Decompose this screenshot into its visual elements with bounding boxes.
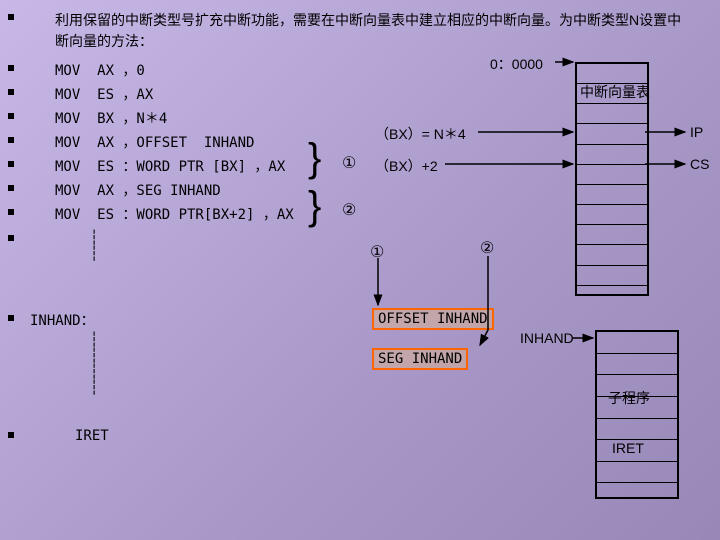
seg-inhand-box: SEG INHAND — [372, 348, 468, 370]
circ-1: ① — [342, 153, 356, 173]
bullet — [8, 161, 14, 167]
code-l5: MOV ES ：WORD PTR [BX] ，AX — [55, 156, 285, 176]
code-l7: MOV ES ：WORD PTR[BX+2] ，AX — [55, 204, 294, 224]
circ-2b: ② — [480, 238, 494, 258]
inhand-label: INHAND： — [30, 310, 95, 330]
code-dots: ┆ — [90, 380, 98, 396]
subroutine-table — [595, 330, 679, 499]
inhand-right: INHAND — [520, 330, 574, 346]
vector-table — [575, 62, 649, 296]
code-dots: ┆ — [90, 364, 98, 380]
bullet — [8, 185, 14, 191]
addr-0: 0：0000 — [490, 54, 543, 74]
code-dots: ┆ — [90, 246, 98, 262]
brace-2: } — [308, 186, 321, 226]
circ-2: ② — [342, 200, 356, 220]
bullet — [8, 209, 14, 215]
bullet — [8, 65, 14, 71]
bx-n4: （BX）= N＊4 — [375, 124, 466, 144]
code-dots: ┆ — [90, 230, 98, 246]
circ-1b: ① — [370, 242, 384, 262]
bullet — [8, 432, 14, 438]
code-l2: MOV ES ，AX — [55, 84, 153, 104]
cs-label: CS — [690, 156, 709, 172]
bullet — [8, 235, 14, 241]
code-dots: ┆ — [90, 332, 98, 348]
code-l1: MOV AX ，0 — [55, 60, 145, 80]
bullet — [8, 113, 14, 119]
brace-1: } — [308, 138, 321, 178]
code-l4: MOV AX ，OFFSET INHAND — [55, 132, 254, 152]
code-l3: MOV BX ，N＊4 — [55, 108, 167, 128]
ip-label: IP — [690, 124, 703, 140]
bullet — [8, 14, 14, 20]
code-l6: MOV AX ，SEG INHAND — [55, 180, 221, 200]
bullet — [8, 137, 14, 143]
offset-inhand-box: OFFSET INHAND — [372, 308, 494, 330]
iret-label: IRET — [75, 428, 109, 444]
bullet — [8, 89, 14, 95]
bx-2: （BX）+2 — [375, 156, 438, 176]
code-dots: ┆ — [90, 348, 98, 364]
intro-paragraph: 利用保留的中断类型号扩充中断功能，需要在中断向量表中建立相应的中断向量。为中断类… — [55, 10, 695, 52]
bullet — [8, 315, 14, 321]
